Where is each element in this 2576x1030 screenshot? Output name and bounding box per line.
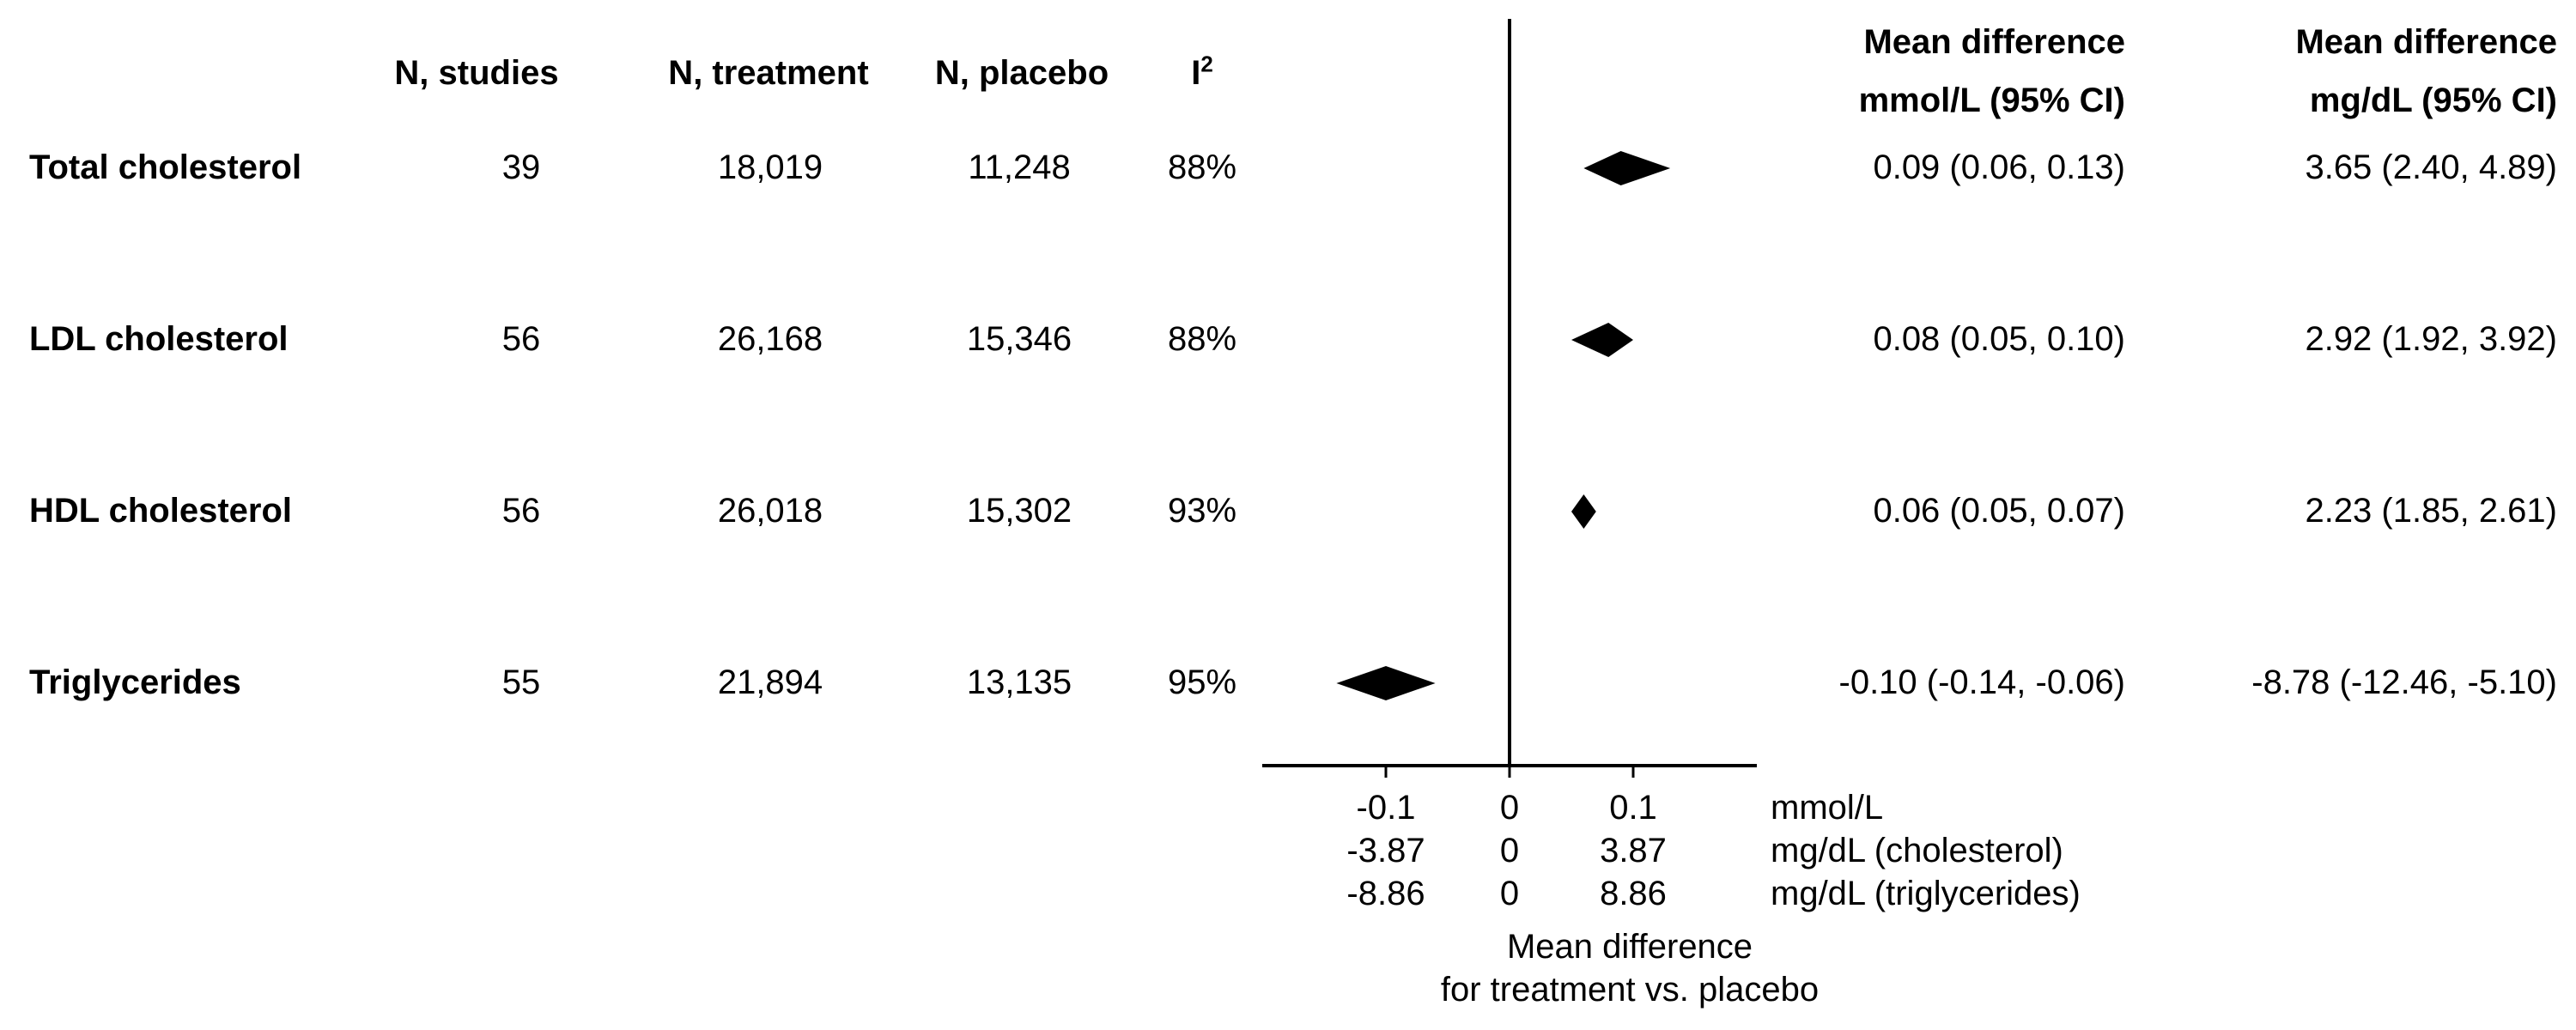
effect-diamond: [1571, 494, 1596, 529]
row-n-studies: 39: [501, 148, 541, 186]
row-n-studies: 56: [501, 492, 541, 530]
header-md-mgdl-line2: mg/dL (95% CI): [2309, 82, 2557, 119]
tick-label-triglycerides: 0: [1499, 875, 1520, 912]
row-n-placebo: 15,302: [966, 492, 1072, 530]
effect-diamond: [1571, 323, 1633, 357]
tick-label-mmol: -0.1: [1356, 789, 1416, 827]
header-n-studies: N, studies: [394, 54, 559, 92]
header-i2-base: I: [1191, 54, 1201, 92]
tick-label-triglycerides: 8.86: [1600, 875, 1667, 912]
x-axis-title-line2: for treatment vs. placebo: [1440, 971, 1820, 1009]
tick-label-cholesterol: -3.87: [1346, 832, 1425, 869]
row-n-treatment: 21,894: [717, 663, 823, 701]
row-n-treatment: 26,168: [717, 320, 823, 358]
effect-diamond: [1336, 666, 1436, 700]
tick-label-triglycerides: -8.86: [1346, 875, 1425, 912]
row-md-mmol: 0.06 (0.05, 0.07): [1873, 492, 2125, 530]
row-label-triglycerides: Triglycerides: [29, 663, 241, 701]
row-md-mgdl: -8.78 (-12.46, -5.10): [2251, 663, 2557, 701]
row-i2: 93%: [1167, 492, 1237, 530]
header-n-treatment: N, treatment: [668, 54, 869, 92]
row-i2: 88%: [1167, 148, 1237, 186]
unit-label-cholesterol: mg/dL (cholesterol): [1771, 832, 2063, 869]
row-n-studies: 55: [501, 663, 541, 701]
row-md-mgdl: 2.23 (1.85, 2.61): [2305, 492, 2557, 530]
tick-label-mmol: 0: [1499, 789, 1520, 827]
row-label-hdl-cholesterol: HDL cholesterol: [29, 492, 292, 530]
row-n-placebo: 15,346: [966, 320, 1072, 358]
row-n-treatment: 26,018: [717, 492, 823, 530]
header-i2-superscript: 2: [1200, 51, 1213, 77]
row-md-mgdl: 3.65 (2.40, 4.89): [2305, 148, 2557, 186]
header-i2: I2: [1191, 53, 1213, 93]
tick-label-cholesterol: 3.87: [1600, 832, 1667, 869]
row-n-placebo: 11,248: [968, 148, 1071, 186]
row-n-placebo: 13,135: [966, 663, 1072, 701]
x-axis-title-line1: Mean difference: [1506, 928, 1753, 966]
header-md-mmol-line1: Mean difference: [1863, 23, 2125, 61]
row-i2: 95%: [1167, 663, 1237, 701]
tick-label-mmol: 0.1: [1609, 789, 1657, 827]
unit-label-mmol: mmol/L: [1771, 789, 1884, 827]
row-md-mgdl: 2.92 (1.92, 3.92): [2305, 320, 2557, 358]
row-md-mmol: 0.08 (0.05, 0.10): [1873, 320, 2125, 358]
header-md-mmol-line2: mmol/L (95% CI): [1858, 82, 2125, 119]
row-i2: 88%: [1167, 320, 1237, 358]
row-n-treatment: 18,019: [717, 148, 823, 186]
effect-diamond: [1583, 151, 1671, 185]
row-n-studies: 56: [501, 320, 541, 358]
row-md-mmol: 0.09 (0.06, 0.13): [1873, 148, 2125, 186]
header-md-mgdl-line1: Mean difference: [2295, 23, 2557, 61]
row-label-ldl-cholesterol: LDL cholesterol: [29, 320, 289, 358]
unit-label-triglycerides: mg/dL (triglycerides): [1771, 875, 2081, 912]
tick-label-cholesterol: 0: [1499, 832, 1520, 869]
row-label-total-cholesterol: Total cholesterol: [29, 148, 302, 186]
row-md-mmol: -0.10 (-0.14, -0.06): [1838, 663, 2126, 701]
header-n-placebo: N, placebo: [934, 54, 1109, 92]
